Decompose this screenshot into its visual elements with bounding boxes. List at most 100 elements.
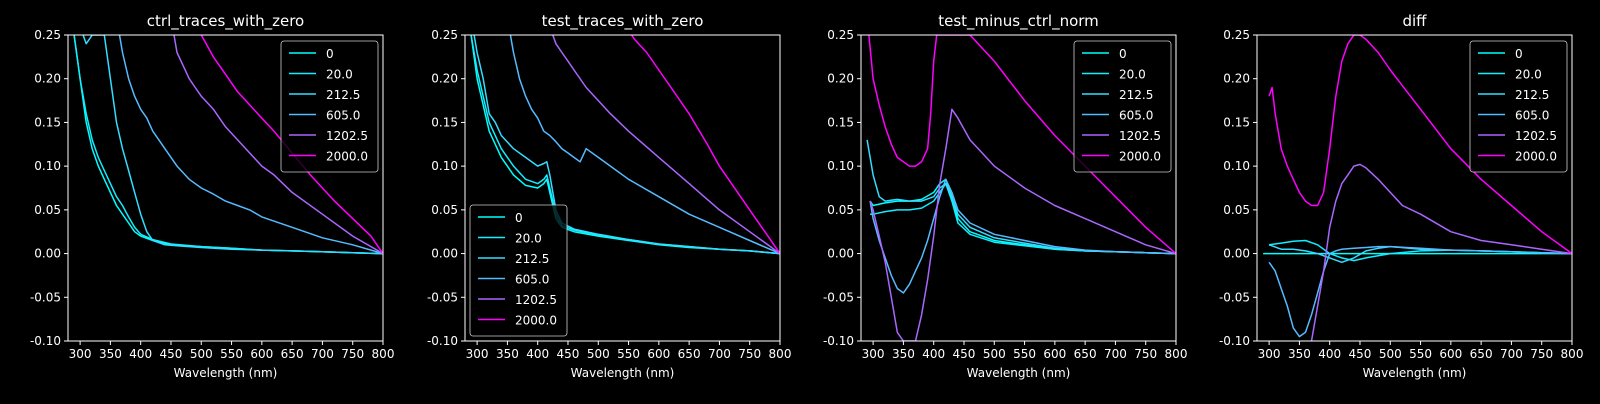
plot-frame [860, 34, 1177, 342]
chart-title: ctrl_traces_with_zero [147, 12, 304, 31]
chart-title: test_traces_with_zero [542, 12, 704, 31]
chart-panel-1: test_traces_with_zero 300 350 400 450 500 550 6… [427, 12, 792, 380]
series-line-212.5 [866, 139, 1176, 255]
x-tick-label: 700 [1104, 347, 1127, 361]
x-tick-label: 500 [983, 347, 1006, 361]
legend-label: 605.0 [515, 273, 549, 287]
x-tick-label: 350 [99, 347, 122, 361]
y-tick-label: -0.10 [30, 334, 61, 348]
x-tick-label: 400 [129, 347, 152, 361]
series-line-605.0 [118, 35, 383, 255]
x-tick-label: 800 [1165, 347, 1188, 361]
series-lines [470, 35, 780, 255]
chart-panel-0: ctrl_traces_with_zero 300 350 400 450 500 550 6… [30, 12, 395, 380]
y-tick-label: 0.25 [1223, 28, 1250, 42]
chart-title: test_minus_ctrl_norm [938, 12, 1099, 31]
legend-label: 0 [326, 47, 334, 61]
x-tick-label: 700 [708, 347, 731, 361]
x-tick-label: 350 [892, 347, 915, 361]
y-tick-label: 0.15 [431, 115, 458, 129]
series-line-2000.0 [630, 35, 780, 255]
y-tick-label: 0.00 [827, 247, 854, 261]
x-tick-label: 350 [1288, 347, 1311, 361]
legend-label: 605.0 [326, 109, 360, 123]
series-line-1202.5 [869, 108, 1176, 341]
x-tick-label: 450 [953, 347, 976, 361]
series-line-605.0 [1268, 245, 1572, 338]
x-tick-label: 650 [281, 347, 304, 361]
x-tick-label: 700 [311, 347, 334, 361]
legend: 0 20.0 212.5 605.0 1202.5 2000.0 [469, 204, 568, 337]
legend-label: 1202.5 [515, 293, 557, 307]
legend-label: 1202.5 [1119, 129, 1161, 143]
x-tick-label: 600 [250, 347, 273, 361]
legend-label: 0 [1515, 47, 1523, 61]
y-tick-label: -0.05 [1219, 290, 1250, 304]
y-tick-label: -0.10 [823, 334, 854, 348]
series-lines [866, 35, 1176, 341]
y-tick-label: 0.15 [827, 115, 854, 129]
y-tick-label: 0.05 [1223, 203, 1250, 217]
y-tick-label: 0.05 [431, 203, 458, 217]
x-tick-label: 300 [1258, 347, 1281, 361]
y-tick-label: 0.20 [34, 72, 61, 86]
series-line-605.0 [509, 35, 780, 255]
x-axis-label: Wavelength (nm) [967, 366, 1071, 380]
y-tick-label: 0.25 [827, 28, 854, 42]
plot-frame [1256, 34, 1573, 342]
x-tick-label: 550 [1013, 347, 1036, 361]
x-tick-label: 350 [496, 347, 519, 361]
x-tick-label: 500 [587, 347, 610, 361]
x-tick-label: 400 [526, 347, 549, 361]
x-tick-label: 500 [1379, 347, 1402, 361]
legend-label: 2000.0 [1515, 150, 1557, 164]
y-tick-label: 0.10 [431, 159, 458, 173]
x-tick-label: 600 [1043, 347, 1066, 361]
chart-title: diff [1402, 12, 1427, 30]
legend-label: 20.0 [515, 232, 542, 246]
x-tick-label: 650 [1470, 347, 1493, 361]
y-tick-label: 0.25 [34, 28, 61, 42]
legend-label: 20.0 [326, 68, 353, 82]
x-tick-label: 750 [341, 347, 364, 361]
x-tick-label: 750 [1530, 347, 1553, 361]
legend-label: 20.0 [1515, 68, 1542, 82]
x-axis-label: Wavelength (nm) [571, 366, 675, 380]
legend-label: 2000.0 [515, 314, 557, 328]
legend-label: 605.0 [1119, 109, 1153, 123]
x-tick-label: 700 [1500, 347, 1523, 361]
y-tick-label: 0.00 [34, 247, 61, 261]
legend-label: 0 [1119, 47, 1127, 61]
y-tick-label: 0.20 [1223, 72, 1250, 86]
x-tick-label: 800 [372, 347, 395, 361]
series-line-2000.0 [1268, 35, 1572, 255]
legend-label: 20.0 [1119, 68, 1146, 82]
legend: 0 20.0 212.5 605.0 1202.5 2000.0 [1073, 40, 1172, 173]
y-tick-label: 0.10 [34, 159, 61, 173]
legend-label: 1202.5 [326, 129, 368, 143]
legend-label: 0 [515, 211, 523, 225]
x-tick-label: 800 [1561, 347, 1584, 361]
series-line-1202.5 [173, 35, 383, 255]
y-tick-label: 0.00 [431, 247, 458, 261]
x-tick-label: 550 [220, 347, 243, 361]
y-tick-label: 0.10 [827, 159, 854, 173]
x-tick-label: 650 [1074, 347, 1097, 361]
series-lines [1263, 35, 1572, 341]
plot-frame [464, 34, 781, 342]
legend-label: 212.5 [1515, 88, 1549, 102]
x-tick-label: 800 [769, 347, 792, 361]
y-tick-label: 0.15 [1223, 115, 1250, 129]
x-tick-label: 550 [617, 347, 640, 361]
x-tick-label: 400 [1318, 347, 1341, 361]
x-tick-label: 600 [1439, 347, 1462, 361]
series-line-2000.0 [868, 35, 1176, 255]
y-tick-label: -0.10 [427, 334, 458, 348]
y-tick-label: -0.10 [1219, 334, 1250, 348]
y-tick-label: 0.20 [431, 72, 458, 86]
legend-label: 212.5 [515, 252, 549, 266]
y-tick-label: 0.20 [827, 72, 854, 86]
legend-label: 2000.0 [1119, 150, 1161, 164]
